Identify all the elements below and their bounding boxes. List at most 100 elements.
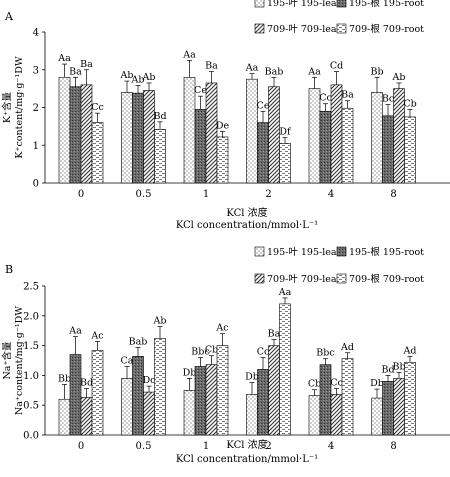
y-tick-label: 4 [33, 28, 39, 39]
bar [183, 389, 196, 436]
bar [154, 338, 166, 436]
significance-label: Aa [278, 287, 292, 298]
y-tick-label: 1 [33, 141, 39, 152]
significance-label: Ab [120, 70, 134, 81]
significance-label: Ba [80, 59, 93, 70]
significance-label: Ac [90, 330, 103, 341]
bar [371, 397, 383, 436]
significance-label: Ab [392, 72, 406, 83]
bar [91, 350, 104, 436]
bar [58, 398, 71, 436]
significance-label: Bb [392, 361, 405, 372]
x-tick-label: 2 [265, 441, 271, 452]
significance-label: De [216, 120, 230, 131]
significance-label: Bab [265, 66, 284, 77]
bar [132, 356, 144, 436]
y-tick-label: 2 [33, 103, 39, 114]
x-tick-label: 1 [203, 189, 209, 200]
significance-label: Aa [68, 326, 82, 337]
significance-label: Df [279, 127, 292, 138]
significance-label: Cb [308, 379, 321, 390]
significance-label: Bbc [191, 347, 209, 358]
bar [216, 345, 229, 436]
bar [279, 143, 291, 184]
x-tick-label: 1 [203, 441, 209, 452]
bar [143, 90, 155, 184]
bar [69, 354, 82, 436]
bar [246, 394, 258, 436]
significance-label: Ce [194, 85, 207, 96]
significance-label: Dc [143, 375, 156, 386]
y-tick-label: 0.0 [23, 431, 39, 442]
legend-swatch [254, 246, 265, 257]
bar [205, 364, 218, 436]
legend-swatch [254, 273, 265, 284]
y-tick-label: 0 [33, 179, 39, 190]
y-axis-label-cn: K⁺含量 [1, 91, 13, 123]
legend-swatch [336, 0, 347, 8]
legend-swatch [336, 246, 347, 257]
legend-label: 195-根 195-root [349, 246, 424, 258]
significance-label: Bb [58, 373, 71, 384]
x-axis-label-cn: KCl 浓度 [226, 438, 267, 451]
y-tick-label: 1.5 [23, 341, 39, 352]
y-tick-label: 3 [33, 65, 39, 76]
bar [132, 92, 144, 184]
panel-label: B [5, 263, 13, 276]
bar [404, 116, 416, 184]
significance-label: Ac [215, 323, 228, 334]
bar [121, 378, 133, 436]
significance-label: Ad [340, 342, 354, 353]
legend-label: 709-叶 709-leaf [267, 274, 342, 285]
significance-label: Cc [257, 347, 270, 358]
legend-label: 709-根 709-root [349, 23, 424, 35]
significance-label: Ab [153, 316, 167, 327]
y-tick-label: 2.0 [23, 311, 39, 322]
x-tick-label: 8 [390, 441, 396, 452]
significance-label: Db [183, 367, 197, 378]
bar [308, 395, 321, 436]
legend-label: 195-叶 195-leaf [267, 247, 342, 258]
bar [330, 394, 343, 436]
bar [268, 86, 280, 184]
legend-swatch [336, 273, 347, 284]
bar [246, 78, 258, 184]
bar [205, 82, 218, 184]
y-axis-label-en: K⁺content/mg·g⁻¹DW [14, 56, 25, 158]
x-tick-label: 8 [390, 189, 396, 200]
significance-label: Ca [121, 355, 134, 366]
bar [404, 361, 416, 436]
bar [194, 109, 207, 184]
bar [341, 358, 354, 436]
legend-label: 195-叶 195-leaf [267, 0, 342, 9]
y-axis-label-cn: Na⁺含量 [1, 341, 13, 379]
bar [393, 378, 405, 436]
bar [58, 77, 71, 184]
legend-swatch [254, 23, 265, 34]
significance-label: Bc [382, 93, 394, 104]
bar [382, 381, 394, 436]
significance-label: Ba [205, 61, 218, 72]
y-axis-label-en: Na⁺content/mg·g⁻¹DW [14, 306, 25, 415]
significance-label: Bd [80, 378, 93, 389]
significance-label: Ce [257, 100, 270, 111]
panel-label: A [4, 10, 14, 23]
bar [80, 397, 93, 436]
significance-label: Aa [57, 53, 71, 64]
bar [80, 84, 93, 184]
y-tick-label: 1.0 [23, 371, 39, 382]
x-axis-label-cn: KCl 浓度 [226, 206, 267, 219]
bar [194, 366, 207, 436]
x-tick-label: 0.5 [136, 189, 152, 200]
significance-label: Cd [330, 61, 343, 72]
bar [121, 92, 133, 184]
x-tick-label: 4 [328, 189, 334, 200]
significance-label: Ba [268, 329, 281, 340]
significance-label: Ad [403, 345, 417, 356]
bar [371, 92, 383, 184]
significance-label: Aa [307, 66, 321, 77]
bar [319, 364, 332, 436]
bar [216, 136, 229, 184]
bar [382, 115, 394, 184]
